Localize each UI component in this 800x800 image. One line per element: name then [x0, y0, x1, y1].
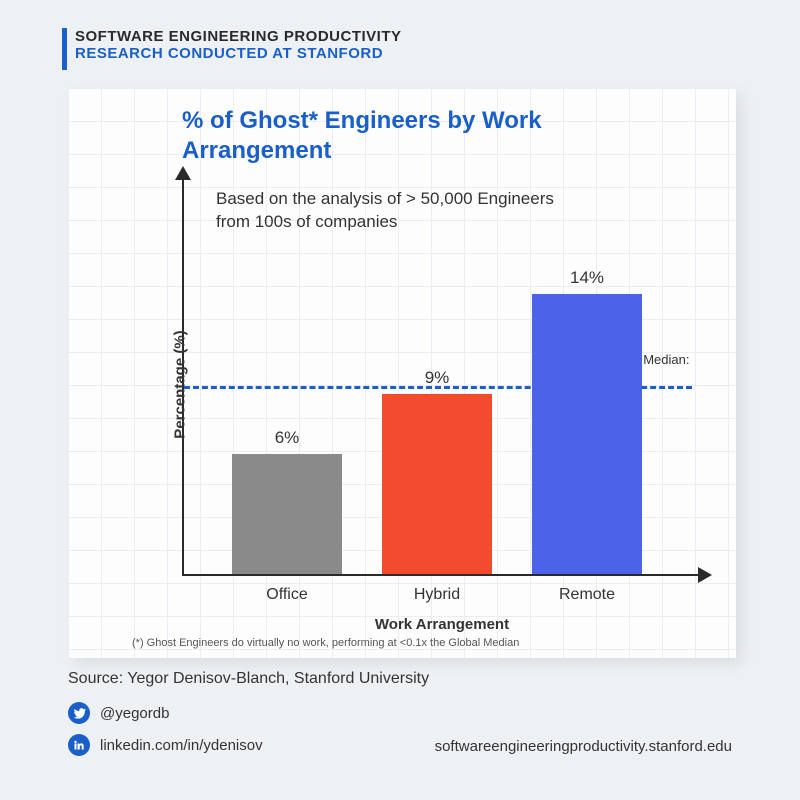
bar-value-label: 6%: [232, 428, 342, 448]
chart-footnote: (*) Ghost Engineers do virtually no work…: [132, 637, 519, 649]
source-text: Source: Yegor Denisov-Blanch, Stanford U…: [68, 670, 429, 688]
category-label: Hybrid: [382, 586, 492, 604]
linkedin-icon: [68, 734, 90, 756]
x-axis-label: Work Arrangement: [182, 616, 702, 633]
twitter-row: @yegordb: [68, 702, 169, 724]
bar-value-label: 9%: [382, 368, 492, 388]
twitter-icon: [68, 702, 90, 724]
header: SOFTWARE ENGINEERING PRODUCTIVITY RESEAR…: [75, 28, 402, 62]
twitter-handle: @yegordb: [100, 705, 169, 722]
header-accent-bar: [62, 28, 67, 70]
bar-office: 6%: [232, 454, 342, 574]
site-url: softwareengineeringproductivity.stanford…: [435, 738, 732, 755]
linkedin-row: linkedin.com/in/ydenisov: [68, 734, 263, 756]
x-axis-arrow: [698, 567, 712, 583]
bar-remote: 14%: [532, 294, 642, 574]
y-axis-arrow: [175, 166, 191, 180]
plot-area: Percentage (%) Work Arrangement Global M…: [182, 176, 702, 576]
chart-title: % of Ghost* Engineers by Work Arrangemen…: [182, 106, 622, 166]
header-title: SOFTWARE ENGINEERING PRODUCTIVITY: [75, 28, 402, 45]
header-subtitle: RESEARCH CONDUCTED AT STANFORD: [75, 45, 402, 62]
x-axis: [182, 574, 702, 576]
category-label: Office: [232, 586, 342, 604]
chart-card: % of Ghost* Engineers by Work Arrangemen…: [68, 88, 736, 658]
bar-value-label: 14%: [532, 268, 642, 288]
linkedin-handle: linkedin.com/in/ydenisov: [100, 737, 263, 754]
y-axis-label: Percentage (%): [172, 330, 189, 438]
category-label: Remote: [532, 586, 642, 604]
bar-hybrid: 9%: [382, 394, 492, 574]
